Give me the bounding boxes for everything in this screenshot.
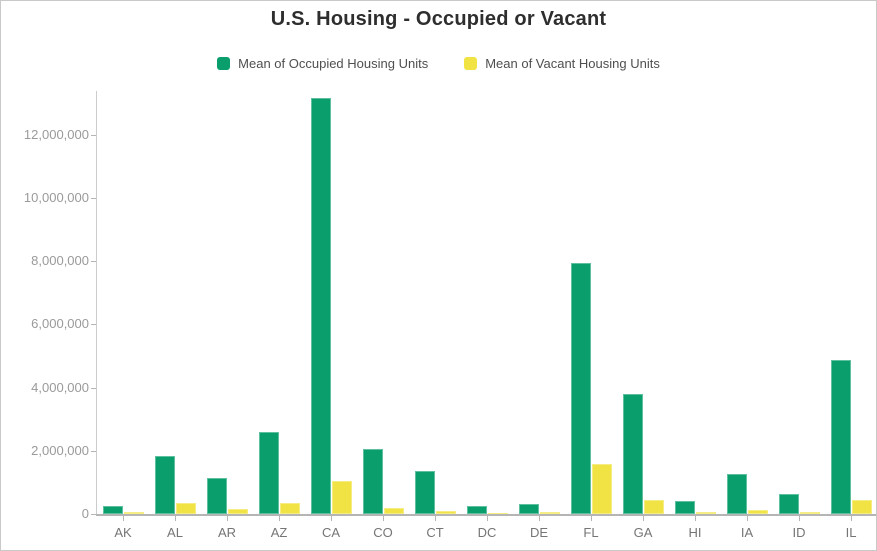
legend-swatch-icon [217, 57, 231, 70]
x-axis-label-AR: AR [217, 525, 237, 540]
x-axis-label-AK: AK [114, 525, 132, 540]
legend-swatch-icon [464, 57, 478, 70]
x-axis-label-IL: IL [845, 525, 857, 540]
y-axis-tick [91, 450, 96, 452]
x-axis-label-CA: CA [321, 525, 341, 540]
chart-legend: Mean of Occupied Housing Units Mean of Va… [1, 56, 876, 71]
bar-vacant-ID[interactable] [799, 512, 820, 514]
x-axis-label-HI: HI [688, 525, 702, 540]
x-axis-tick [383, 516, 384, 521]
x-axis-baseline [96, 514, 876, 516]
y-axis-tick [91, 134, 96, 136]
y-axis-tick-label: 0 [81, 506, 89, 521]
x-axis-tick [851, 516, 852, 521]
chart-title: U.S. Housing - Occupied or Vacant [270, 8, 607, 30]
bar-occupied-IL[interactable] [830, 360, 851, 514]
bar-vacant-FL[interactable] [591, 464, 612, 514]
y-axis-tick [91, 261, 96, 263]
x-axis-tick [591, 516, 592, 521]
y-axis-tick [91, 387, 96, 389]
y-axis-tick-label: 8,000,000 [31, 253, 89, 269]
x-axis-label-FL: FL [583, 525, 599, 540]
bar-vacant-HI[interactable] [695, 512, 716, 514]
x-axis-label-AL: AL [167, 525, 183, 540]
x-axis-label-CO: CO [373, 525, 393, 540]
x-axis-label-GA: GA [633, 525, 653, 540]
legend-label: Mean of Vacant Housing Units [485, 56, 660, 71]
bar-vacant-GA[interactable] [643, 500, 664, 514]
x-axis-tick [279, 516, 280, 521]
legend-item-vacant[interactable]: Mean of Vacant Housing Units [464, 56, 660, 71]
y-axis-tick [91, 324, 96, 326]
bar-occupied-CO[interactable] [362, 449, 383, 514]
x-axis-label-CT: CT [426, 525, 444, 540]
legend-label: Mean of Occupied Housing Units [238, 56, 429, 71]
x-axis-tick [799, 516, 800, 521]
y-axis-tick-label: 4,000,000 [31, 379, 89, 395]
x-axis-label-ID: ID [792, 525, 806, 540]
bar-occupied-AK[interactable] [102, 506, 123, 514]
bar-vacant-AR[interactable] [227, 509, 248, 514]
x-axis-tick [331, 516, 332, 521]
bar-vacant-AL[interactable] [175, 503, 196, 514]
x-axis-label-IA: IA [740, 525, 754, 540]
bar-occupied-CT[interactable] [414, 471, 435, 514]
bar-vacant-DE[interactable] [539, 512, 560, 514]
x-axis-tick [695, 516, 696, 521]
x-axis-tick [227, 516, 228, 521]
x-axis-tick [175, 516, 176, 521]
x-axis-tick [435, 516, 436, 521]
y-axis-tick-label: 6,000,000 [31, 316, 89, 332]
bar-occupied-DE[interactable] [518, 504, 539, 514]
x-axis-tick [487, 516, 488, 521]
y-axis-tick [91, 198, 96, 199]
bar-occupied-FL[interactable] [570, 263, 591, 514]
bar-occupied-CA[interactable] [310, 98, 331, 514]
bar-occupied-GA[interactable] [622, 394, 643, 514]
bar-vacant-DC[interactable] [487, 513, 508, 514]
y-axis-tick-label: 12,000,000 [23, 126, 89, 142]
bar-vacant-CA[interactable] [331, 481, 352, 514]
y-axis-tick [91, 514, 96, 515]
x-axis-label-AZ: AZ [270, 525, 288, 540]
bar-vacant-IA[interactable] [747, 510, 768, 514]
bar-vacant-CO[interactable] [383, 508, 404, 514]
x-axis-tick [123, 516, 124, 521]
bar-occupied-DC[interactable] [466, 506, 487, 514]
bar-occupied-AZ[interactable] [258, 432, 279, 514]
y-axis-tick-label: 10,000,000 [23, 190, 89, 205]
bar-occupied-HI[interactable] [674, 501, 695, 514]
bar-occupied-AR[interactable] [206, 478, 227, 514]
x-axis-label-DE: DE [529, 525, 549, 540]
x-axis-tick [643, 516, 644, 521]
bar-occupied-IA[interactable] [726, 474, 747, 514]
bar-vacant-CT[interactable] [435, 511, 456, 514]
legend-item-occupied[interactable]: Mean of Occupied Housing Units [217, 56, 428, 71]
bar-vacant-IL[interactable] [851, 500, 872, 514]
bar-vacant-AZ[interactable] [279, 503, 300, 514]
bar-vacant-AK[interactable] [123, 512, 144, 514]
bar-occupied-AL[interactable] [154, 456, 175, 514]
y-axis-line [96, 91, 97, 514]
bar-occupied-ID[interactable] [778, 494, 799, 514]
x-axis-tick [747, 516, 748, 521]
x-axis-tick [539, 516, 540, 521]
y-axis-tick-label: 2,000,000 [31, 442, 89, 458]
x-axis-label-DC: DC [477, 525, 497, 540]
